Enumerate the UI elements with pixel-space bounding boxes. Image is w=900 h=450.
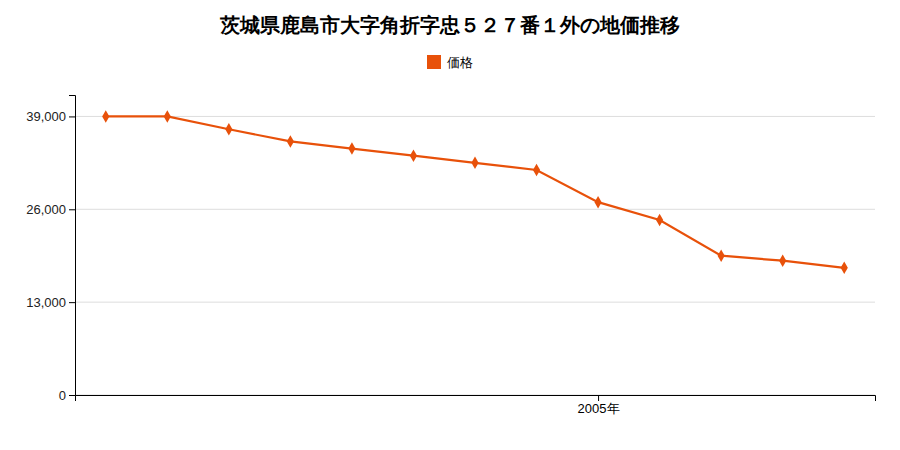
grid-line <box>75 209 875 210</box>
y-tick-label: 39,000 <box>26 109 66 124</box>
legend-swatch <box>427 55 441 69</box>
y-tick: 26,000 <box>26 202 75 217</box>
marker <box>102 110 109 122</box>
marker <box>410 149 417 161</box>
x-tick-mark <box>598 395 599 401</box>
x-axis-line <box>76 396 876 402</box>
y-tick-label: 26,000 <box>26 202 66 217</box>
grid <box>75 116 875 395</box>
y-tick-label: 13,000 <box>26 295 66 310</box>
y-tick-mark <box>69 209 75 210</box>
y-axis: 0 13,000 26,000 39,000 <box>26 96 75 403</box>
marker <box>718 249 725 261</box>
y-tick-label: 0 <box>59 388 66 403</box>
y-tick: 39,000 <box>26 109 75 124</box>
marker <box>348 142 355 154</box>
marker <box>471 157 478 169</box>
marker <box>287 135 294 147</box>
marker <box>594 196 601 208</box>
marker <box>841 262 848 274</box>
y-tick-mark <box>69 302 75 303</box>
plot-area: 0 13,000 26,000 39,000 2005年 <box>26 96 875 417</box>
x-tick-label: 2005年 <box>578 401 620 416</box>
y-tick: 0 <box>59 388 75 403</box>
marker <box>656 214 663 226</box>
y-tick-mark <box>69 395 75 396</box>
title: 茨城県鹿島市大字角折字忠５２７番１外の地価推移 <box>219 13 680 37</box>
x-tick: 2005年 <box>578 395 620 416</box>
marks <box>102 110 848 274</box>
x-axis: 2005年 <box>76 395 876 416</box>
marker <box>533 164 540 176</box>
chart-svg: 茨城県鹿島市大字角折字忠５２７番１外の地価推移 0 13,000 26,000 39,0… <box>0 0 900 450</box>
grid-line <box>75 302 875 303</box>
legend: 価格 <box>427 55 473 70</box>
legend-label: 価格 <box>447 55 473 70</box>
marker <box>225 123 232 135</box>
marker <box>779 254 786 266</box>
legend-item: 価格 <box>427 55 473 70</box>
y-axis-line <box>69 96 76 396</box>
grid-line <box>75 116 875 117</box>
series-line <box>106 116 844 267</box>
y-tick: 13,000 <box>26 295 75 310</box>
marker <box>164 110 171 122</box>
y-tick-mark <box>69 116 75 117</box>
chart-container: 茨城県鹿島市大字角折字忠５２７番１外の地価推移 0 13,000 26,000 39,0… <box>0 0 900 450</box>
